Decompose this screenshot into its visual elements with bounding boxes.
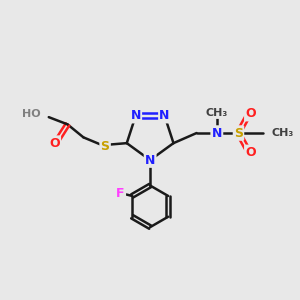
Text: O: O (245, 107, 256, 120)
Text: HO: HO (22, 109, 41, 119)
Text: CH₃: CH₃ (206, 108, 228, 118)
Text: S: S (234, 127, 243, 140)
Text: S: S (100, 140, 109, 152)
Text: F: F (116, 187, 125, 200)
Text: O: O (49, 136, 60, 150)
Text: N: N (145, 154, 155, 166)
Text: N: N (212, 127, 222, 140)
Text: N: N (159, 109, 170, 122)
Text: O: O (245, 146, 256, 159)
Text: CH₃: CH₃ (272, 128, 294, 138)
Text: N: N (130, 109, 141, 122)
